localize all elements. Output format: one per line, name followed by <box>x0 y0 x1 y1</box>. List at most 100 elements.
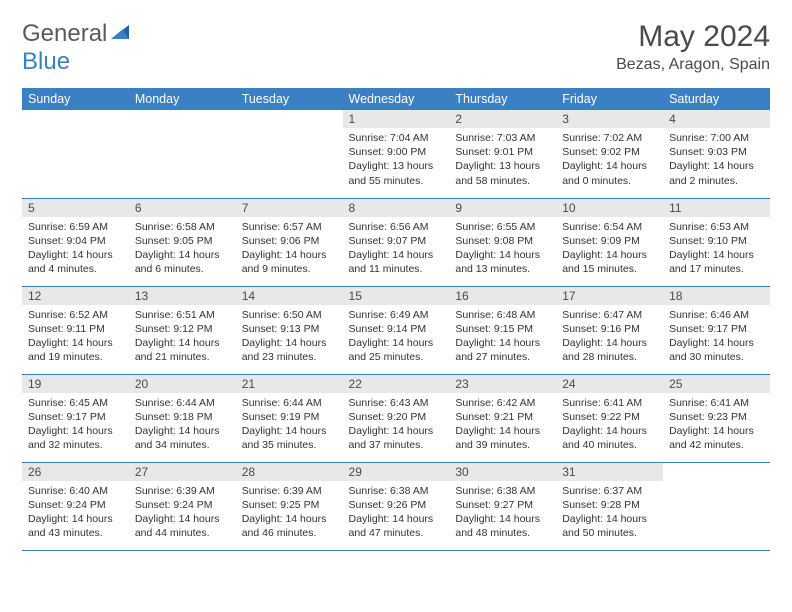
daylight-text: Daylight: 14 hours and 4 minutes. <box>28 248 123 276</box>
sunset-text: Sunset: 9:05 PM <box>135 234 230 248</box>
day-number: 23 <box>449 375 556 393</box>
sunset-text: Sunset: 9:00 PM <box>349 145 444 159</box>
sail-icon <box>109 20 131 48</box>
calendar-cell: 7Sunrise: 6:57 AMSunset: 9:06 PMDaylight… <box>236 198 343 286</box>
day-details: Sunrise: 6:41 AMSunset: 9:23 PMDaylight:… <box>663 393 770 458</box>
weekday-header-row: Sunday Monday Tuesday Wednesday Thursday… <box>22 88 770 110</box>
sunset-text: Sunset: 9:23 PM <box>669 410 764 424</box>
calendar-cell <box>663 462 770 550</box>
day-details: Sunrise: 6:58 AMSunset: 9:05 PMDaylight:… <box>129 217 236 282</box>
weekday-header: Thursday <box>449 88 556 110</box>
sunrise-text: Sunrise: 6:53 AM <box>669 220 764 234</box>
day-number: 25 <box>663 375 770 393</box>
weekday-header: Saturday <box>663 88 770 110</box>
daylight-text: Daylight: 13 hours and 55 minutes. <box>349 159 444 187</box>
sunrise-text: Sunrise: 6:37 AM <box>562 484 657 498</box>
day-number: 29 <box>343 463 450 481</box>
day-details: Sunrise: 6:49 AMSunset: 9:14 PMDaylight:… <box>343 305 450 370</box>
day-number: 8 <box>343 199 450 217</box>
sunset-text: Sunset: 9:17 PM <box>669 322 764 336</box>
day-details: Sunrise: 6:41 AMSunset: 9:22 PMDaylight:… <box>556 393 663 458</box>
sunrise-text: Sunrise: 6:55 AM <box>455 220 550 234</box>
daylight-text: Daylight: 14 hours and 30 minutes. <box>669 336 764 364</box>
sunrise-text: Sunrise: 6:39 AM <box>242 484 337 498</box>
calendar-cell: 29Sunrise: 6:38 AMSunset: 9:26 PMDayligh… <box>343 462 450 550</box>
sunset-text: Sunset: 9:27 PM <box>455 498 550 512</box>
sunrise-text: Sunrise: 6:50 AM <box>242 308 337 322</box>
day-details: Sunrise: 6:38 AMSunset: 9:26 PMDaylight:… <box>343 481 450 546</box>
day-number: 16 <box>449 287 556 305</box>
sunset-text: Sunset: 9:12 PM <box>135 322 230 336</box>
sunrise-text: Sunrise: 7:04 AM <box>349 131 444 145</box>
calendar-cell: 1Sunrise: 7:04 AMSunset: 9:00 PMDaylight… <box>343 110 450 198</box>
daylight-text: Daylight: 14 hours and 35 minutes. <box>242 424 337 452</box>
day-number: 21 <box>236 375 343 393</box>
sunrise-text: Sunrise: 6:38 AM <box>455 484 550 498</box>
day-details: Sunrise: 6:50 AMSunset: 9:13 PMDaylight:… <box>236 305 343 370</box>
sunrise-text: Sunrise: 6:44 AM <box>242 396 337 410</box>
day-details: Sunrise: 6:59 AMSunset: 9:04 PMDaylight:… <box>22 217 129 282</box>
day-details: Sunrise: 7:03 AMSunset: 9:01 PMDaylight:… <box>449 128 556 193</box>
sunrise-text: Sunrise: 6:52 AM <box>28 308 123 322</box>
day-details: Sunrise: 6:47 AMSunset: 9:16 PMDaylight:… <box>556 305 663 370</box>
day-details: Sunrise: 7:02 AMSunset: 9:02 PMDaylight:… <box>556 128 663 193</box>
sunset-text: Sunset: 9:08 PM <box>455 234 550 248</box>
day-details: Sunrise: 6:46 AMSunset: 9:17 PMDaylight:… <box>663 305 770 370</box>
sunset-text: Sunset: 9:01 PM <box>455 145 550 159</box>
weekday-header: Wednesday <box>343 88 450 110</box>
day-number: 7 <box>236 199 343 217</box>
day-number: 2 <box>449 110 556 128</box>
calendar-cell: 28Sunrise: 6:39 AMSunset: 9:25 PMDayligh… <box>236 462 343 550</box>
sunset-text: Sunset: 9:10 PM <box>669 234 764 248</box>
daylight-text: Daylight: 14 hours and 43 minutes. <box>28 512 123 540</box>
day-number: 9 <box>449 199 556 217</box>
logo-word1: General <box>22 20 107 47</box>
sunset-text: Sunset: 9:18 PM <box>135 410 230 424</box>
sunrise-text: Sunrise: 6:39 AM <box>135 484 230 498</box>
logo: General Blue <box>22 20 131 76</box>
daylight-text: Daylight: 14 hours and 0 minutes. <box>562 159 657 187</box>
sunset-text: Sunset: 9:26 PM <box>349 498 444 512</box>
day-details: Sunrise: 6:45 AMSunset: 9:17 PMDaylight:… <box>22 393 129 458</box>
sunrise-text: Sunrise: 6:46 AM <box>669 308 764 322</box>
calendar-cell: 4Sunrise: 7:00 AMSunset: 9:03 PMDaylight… <box>663 110 770 198</box>
day-details: Sunrise: 6:57 AMSunset: 9:06 PMDaylight:… <box>236 217 343 282</box>
day-number: 1 <box>343 110 450 128</box>
calendar-row: 12Sunrise: 6:52 AMSunset: 9:11 PMDayligh… <box>22 286 770 374</box>
calendar-cell: 16Sunrise: 6:48 AMSunset: 9:15 PMDayligh… <box>449 286 556 374</box>
daylight-text: Daylight: 14 hours and 37 minutes. <box>349 424 444 452</box>
daylight-text: Daylight: 14 hours and 28 minutes. <box>562 336 657 364</box>
day-number: 27 <box>129 463 236 481</box>
sunrise-text: Sunrise: 6:59 AM <box>28 220 123 234</box>
calendar-cell: 2Sunrise: 7:03 AMSunset: 9:01 PMDaylight… <box>449 110 556 198</box>
daylight-text: Daylight: 14 hours and 27 minutes. <box>455 336 550 364</box>
day-details: Sunrise: 6:39 AMSunset: 9:25 PMDaylight:… <box>236 481 343 546</box>
day-number: 18 <box>663 287 770 305</box>
daylight-text: Daylight: 14 hours and 42 minutes. <box>669 424 764 452</box>
daylight-text: Daylight: 14 hours and 13 minutes. <box>455 248 550 276</box>
daylight-text: Daylight: 14 hours and 15 minutes. <box>562 248 657 276</box>
day-number: 6 <box>129 199 236 217</box>
day-number: 11 <box>663 199 770 217</box>
calendar-cell: 12Sunrise: 6:52 AMSunset: 9:11 PMDayligh… <box>22 286 129 374</box>
day-number: 14 <box>236 287 343 305</box>
calendar-cell: 9 Sunrise: 6:55 AMSunset: 9:08 PMDaylight… <box>449 198 556 286</box>
weekday-header: Tuesday <box>236 88 343 110</box>
day-details: Sunrise: 6:44 AMSunset: 9:18 PMDaylight:… <box>129 393 236 458</box>
day-number: 22 <box>343 375 450 393</box>
daylight-text: Daylight: 14 hours and 47 minutes. <box>349 512 444 540</box>
day-details: Sunrise: 6:44 AMSunset: 9:19 PMDaylight:… <box>236 393 343 458</box>
title-block: May 2024 Bezas, Aragon, Spain <box>616 20 770 74</box>
daylight-text: Daylight: 14 hours and 32 minutes. <box>28 424 123 452</box>
sunset-text: Sunset: 9:22 PM <box>562 410 657 424</box>
daylight-text: Daylight: 14 hours and 17 minutes. <box>669 248 764 276</box>
sunset-text: Sunset: 9:25 PM <box>242 498 337 512</box>
day-number: 13 <box>129 287 236 305</box>
day-number: 20 <box>129 375 236 393</box>
calendar-cell: 23Sunrise: 6:42 AMSunset: 9:21 PMDayligh… <box>449 374 556 462</box>
sunset-text: Sunset: 9:06 PM <box>242 234 337 248</box>
day-details: Sunrise: 7:04 AMSunset: 9:00 PMDaylight:… <box>343 128 450 193</box>
sunset-text: Sunset: 9:20 PM <box>349 410 444 424</box>
weekday-header: Sunday <box>22 88 129 110</box>
daylight-text: Daylight: 14 hours and 39 minutes. <box>455 424 550 452</box>
